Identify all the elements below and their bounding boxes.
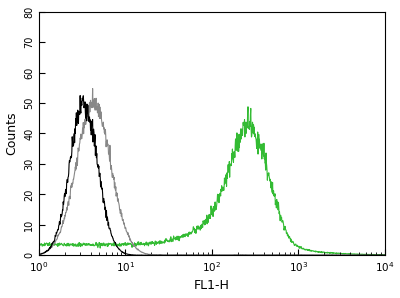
X-axis label: FL1-H: FL1-H [194,280,230,292]
Y-axis label: Counts: Counts [6,112,18,155]
